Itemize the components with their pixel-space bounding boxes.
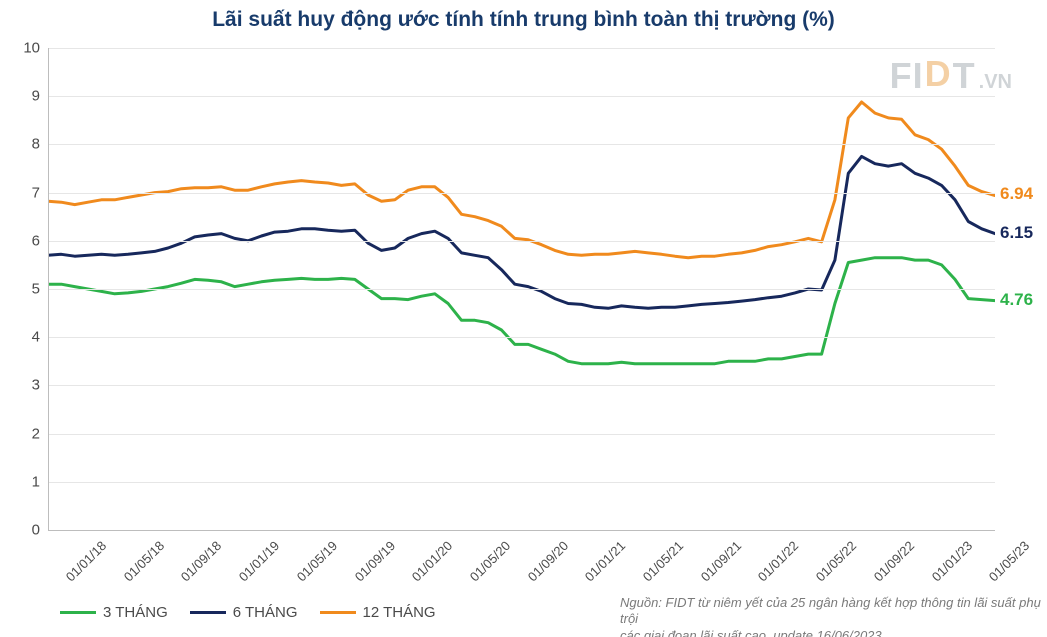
y-tick-label: 8 <box>10 136 40 153</box>
x-tick-label: 01/01/19 <box>236 538 282 584</box>
x-tick-label: 01/01/18 <box>63 538 109 584</box>
x-tick-label: 01/05/21 <box>640 538 686 584</box>
y-tick-label: 1 <box>10 473 40 490</box>
y-tick-label: 4 <box>10 329 40 346</box>
source-note: Nguồn: FIDT từ niêm yết của 25 ngân hàng… <box>620 595 1047 637</box>
end-label-s3: 4.76 <box>1000 290 1033 310</box>
x-tick-label: 01/05/20 <box>467 538 513 584</box>
series-s6 <box>48 156 995 308</box>
chart-container: Lãi suất huy động ước tính tính trung bì… <box>0 0 1047 637</box>
end-label-s12: 6.94 <box>1000 184 1033 204</box>
source-line1: Nguồn: FIDT từ niêm yết của 25 ngân hàng… <box>620 595 1041 626</box>
legend-item-s3: 3 THÁNG <box>60 604 168 621</box>
x-tick-label: 01/09/19 <box>351 538 397 584</box>
x-tick-label: 01/01/23 <box>928 538 974 584</box>
y-tick-label: 0 <box>10 522 40 539</box>
plot-area <box>48 48 995 530</box>
y-tick-label: 9 <box>10 88 40 105</box>
legend-label: 6 THÁNG <box>233 604 298 621</box>
x-tick-label: 01/05/23 <box>986 538 1032 584</box>
x-tick-label: 01/09/22 <box>871 538 917 584</box>
y-tick-label: 7 <box>10 184 40 201</box>
legend: 3 THÁNG 6 THÁNG 12 THÁNG <box>60 604 436 621</box>
x-tick-label: 01/01/21 <box>582 538 628 584</box>
x-tick-label: 01/09/18 <box>178 538 224 584</box>
gridline <box>48 530 995 531</box>
legend-item-s12: 12 THÁNG <box>320 604 436 621</box>
x-tick-label: 01/09/21 <box>698 538 744 584</box>
source-line2: các giai đoạn lãi suất cao, update 16/06… <box>620 628 882 637</box>
y-tick-label: 2 <box>10 425 40 442</box>
legend-label: 3 THÁNG <box>103 604 168 621</box>
y-tick-label: 3 <box>10 377 40 394</box>
x-tick-label: 01/05/22 <box>813 538 859 584</box>
x-tick-label: 01/01/22 <box>755 538 801 584</box>
x-tick-label: 01/09/20 <box>524 538 570 584</box>
legend-swatch <box>190 611 226 614</box>
x-tick-label: 01/05/18 <box>121 538 167 584</box>
y-tick-label: 10 <box>10 40 40 57</box>
x-axis-line <box>48 530 995 531</box>
x-tick-label: 01/05/19 <box>294 538 340 584</box>
legend-swatch <box>320 611 356 614</box>
legend-swatch <box>60 611 96 614</box>
legend-item-s6: 6 THÁNG <box>190 604 298 621</box>
chart-title: Lãi suất huy động ước tính tính trung bì… <box>0 8 1047 32</box>
legend-label: 12 THÁNG <box>363 604 436 621</box>
series-s12 <box>48 102 995 258</box>
end-label-s6: 6.15 <box>1000 223 1033 243</box>
series-s3 <box>48 258 995 364</box>
x-tick-label: 01/01/20 <box>409 538 455 584</box>
y-tick-label: 5 <box>10 281 40 298</box>
series-svg <box>48 48 995 530</box>
y-tick-label: 6 <box>10 232 40 249</box>
